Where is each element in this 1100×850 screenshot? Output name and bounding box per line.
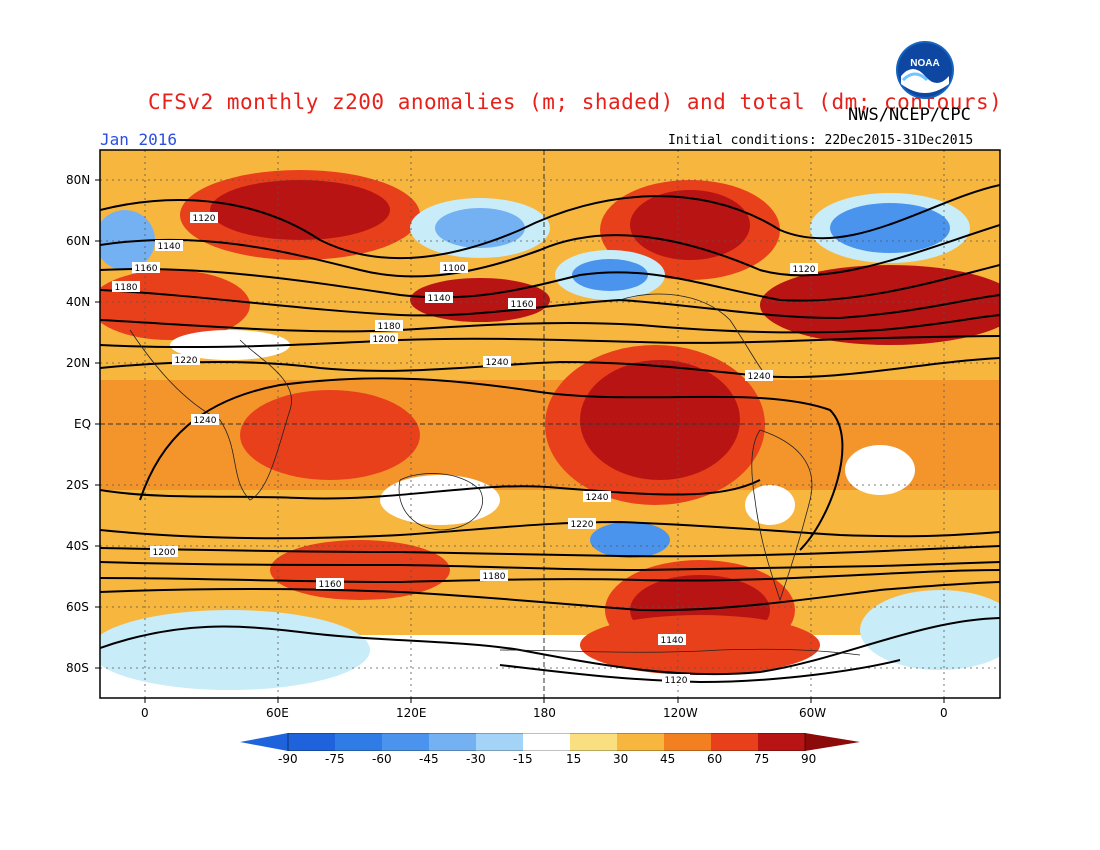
contour-label: 1120 (790, 263, 818, 275)
colorbar-swatch (617, 733, 664, 751)
colorbar-label: -15 (513, 752, 533, 766)
colorbar-label: 75 (754, 752, 770, 766)
contour-label: 1140 (425, 292, 453, 304)
contour-label: 1140 (658, 634, 686, 646)
contour-label: 1100 (440, 262, 468, 274)
contour-label: 1160 (316, 578, 344, 590)
svg-text:1240: 1240 (586, 493, 609, 503)
contour-label: 1120 (190, 212, 218, 224)
lat-label: 80S (66, 661, 89, 675)
lat-label: 20S (66, 478, 89, 492)
contour-label: 1220 (172, 354, 200, 366)
colorbar-swatch (288, 733, 335, 751)
svg-text:1180: 1180 (115, 283, 138, 293)
svg-text:1120: 1120 (793, 265, 816, 275)
svg-text:1140: 1140 (661, 636, 684, 646)
colorbar-swatch (476, 733, 523, 751)
contour-label: 1240 (483, 356, 511, 368)
colorbar-label: -75 (325, 752, 345, 766)
svg-text:1140: 1140 (428, 294, 451, 304)
svg-text:1200: 1200 (373, 335, 396, 345)
svg-text:1240: 1240 (194, 416, 217, 426)
colorbar-label: -30 (466, 752, 486, 766)
svg-text:1180: 1180 (483, 572, 506, 582)
contour-label: 1200 (370, 333, 398, 345)
lat-label: 20N (66, 356, 91, 370)
colorbar-swatch (711, 733, 758, 751)
contour-label: 1240 (583, 491, 611, 503)
lat-label: 40N (66, 295, 91, 309)
svg-text:1140: 1140 (158, 242, 181, 252)
svg-text:1240: 1240 (486, 358, 509, 368)
colorbar-swatch (805, 733, 860, 751)
colorbar-label: -90 (278, 752, 298, 766)
svg-text:1180: 1180 (378, 322, 401, 332)
svg-text:1120: 1120 (193, 214, 216, 224)
svg-text:1220: 1220 (571, 520, 594, 530)
figure-title: CFSv2 monthly z200 anomalies (m; shaded)… (148, 90, 1003, 114)
colorbar-swatch (382, 733, 429, 751)
svg-text:1160: 1160 (135, 264, 158, 274)
colorbar-swatch (523, 733, 570, 751)
contour-label: 1180 (375, 320, 403, 332)
lat-label: 60S (66, 600, 89, 614)
colorbar-label: 15 (566, 752, 582, 766)
colorbar-swatch (664, 733, 711, 751)
colorbar-label: 60 (707, 752, 723, 766)
lat-label: 60N (66, 234, 91, 248)
colorbar (240, 733, 860, 751)
svg-text:1120: 1120 (665, 676, 688, 686)
lat-label: 80N (66, 173, 91, 187)
lon-label: 0 (940, 706, 948, 720)
contour-label: 1240 (191, 414, 219, 426)
month-label: Jan 2016 (100, 130, 178, 149)
lon-label: 120W (663, 706, 698, 720)
lat-label: EQ (74, 417, 92, 431)
initial-conditions-label: Initial conditions: 22Dec2015-31Dec2015 (668, 133, 974, 148)
lon-label: 0 (141, 706, 149, 720)
contour-label: 1200 (150, 546, 178, 558)
contour-label: 1120 (662, 674, 690, 686)
svg-text:1200: 1200 (153, 548, 176, 558)
contour-label: 1180 (480, 570, 508, 582)
contour-label: 1160 (132, 262, 160, 274)
lon-label: 120E (396, 706, 427, 720)
svg-text:1220: 1220 (175, 356, 198, 366)
contour-label: 1160 (508, 298, 536, 310)
noaa-logo-icon: NOAA (896, 41, 954, 99)
colorbar-swatch (758, 733, 805, 751)
colorbar-swatch (570, 733, 617, 751)
colorbar-label: 45 (660, 752, 676, 766)
contour-label: 1140 (155, 240, 183, 252)
lon-label: 180 (533, 706, 556, 720)
contour-label: 1220 (568, 518, 596, 530)
svg-text:1160: 1160 (511, 300, 534, 310)
lon-label: 60W (799, 706, 827, 720)
contour-label: 1180 (112, 281, 140, 293)
contour-label: 1240 (745, 370, 773, 382)
lat-label: 40S (66, 539, 89, 553)
colorbar-swatch (429, 733, 476, 751)
lon-label: 60E (266, 706, 289, 720)
agency-label: NWS/NCEP/CPC (848, 105, 971, 125)
svg-text:1100: 1100 (443, 264, 466, 274)
colorbar-label: 90 (801, 752, 817, 766)
svg-text:NOAA: NOAA (910, 58, 939, 69)
colorbar-label: -60 (372, 752, 392, 766)
colorbar-label: 30 (613, 752, 629, 766)
colorbar-label: -45 (419, 752, 439, 766)
colorbar-swatch (240, 733, 288, 751)
svg-text:1160: 1160 (319, 580, 342, 590)
svg-text:1240: 1240 (748, 372, 771, 382)
colorbar-swatch (335, 733, 382, 751)
